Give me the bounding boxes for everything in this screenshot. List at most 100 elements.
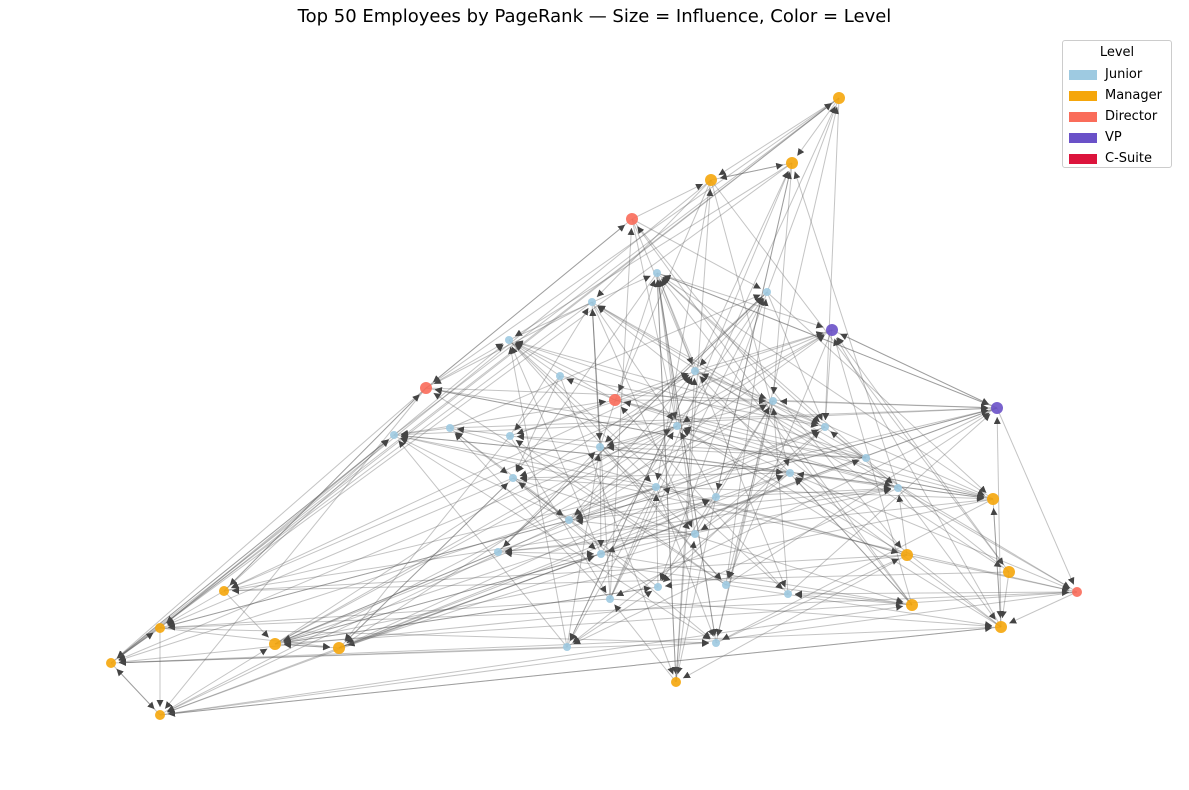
edge-281	[283, 641, 340, 649]
edge-27	[117, 301, 593, 659]
edge-123	[623, 400, 867, 459]
edge-191	[830, 430, 1010, 573]
edge-57	[694, 370, 1071, 589]
edge-4	[165, 179, 712, 624]
edge-72	[606, 400, 774, 447]
edge-164	[568, 334, 825, 521]
node-layer	[106, 92, 1082, 720]
edge-59	[116, 387, 427, 659]
edge-275	[110, 632, 154, 664]
edge-232	[159, 627, 710, 647]
edge-110	[575, 426, 826, 519]
edge-157	[662, 276, 994, 500]
legend-swatch-manager	[1069, 90, 1097, 101]
legend-swatch-c-suite	[1069, 153, 1097, 164]
edge-187	[664, 554, 908, 589]
edge-184	[896, 494, 908, 556]
edge-242	[795, 476, 1002, 628]
edge-289	[999, 571, 1010, 619]
node-manager-44	[333, 642, 345, 654]
edge-194	[652, 493, 660, 588]
edge-66	[514, 343, 616, 401]
edge-153	[515, 341, 994, 500]
edge-198	[725, 584, 993, 629]
edge-254	[167, 647, 340, 714]
node-junior-20	[596, 443, 604, 451]
edge-38	[231, 329, 833, 589]
edge-1	[117, 97, 840, 659]
legend-item-c-suite: C-Suite	[1069, 148, 1165, 169]
edge-146	[897, 487, 997, 621]
edge-200	[515, 439, 727, 586]
node-junior-37	[784, 590, 792, 598]
edge-174	[283, 551, 499, 642]
edge-158	[283, 498, 994, 645]
edge-0	[659, 97, 840, 581]
legend-item-manager: Manager	[1069, 85, 1165, 106]
edge-105	[655, 279, 678, 427]
edge-241	[993, 416, 1002, 628]
node-manager-36	[219, 586, 229, 596]
edge-32	[591, 301, 693, 528]
edge-256	[566, 377, 693, 648]
edge-140	[519, 475, 657, 488]
edge-95	[400, 427, 451, 437]
node-junior-4	[653, 269, 661, 277]
edge-182	[600, 487, 892, 555]
edge-192	[836, 336, 1010, 573]
edge-177	[497, 451, 596, 553]
edge-259	[118, 646, 568, 666]
edge-264	[655, 279, 717, 644]
edge-225	[833, 338, 913, 606]
edge-163	[568, 404, 768, 521]
edge-88	[393, 399, 607, 436]
edge-3	[822, 97, 840, 421]
edge-39	[728, 329, 833, 579]
node-director-3	[626, 213, 638, 225]
edge-118	[434, 387, 867, 459]
node-junior-35	[722, 581, 730, 589]
edge-89	[393, 344, 504, 436]
edge-97	[509, 372, 689, 437]
edge-96	[344, 435, 511, 642]
edge-223	[609, 227, 635, 600]
node-manager-48	[671, 677, 681, 687]
node-manager-33	[1003, 566, 1015, 578]
edge-183	[600, 431, 674, 555]
edge-19	[631, 218, 762, 290]
edge-5	[710, 179, 1004, 566]
legend-item-director: Director	[1069, 106, 1165, 127]
edge-84	[400, 407, 998, 438]
node-manager-1	[705, 174, 717, 186]
edge-210	[1008, 591, 1078, 624]
edge-61	[425, 102, 832, 389]
edge-128	[512, 477, 597, 550]
edge-230	[504, 550, 913, 606]
edge-258	[398, 440, 568, 648]
edge-108	[283, 426, 826, 642]
edge-122	[516, 433, 867, 459]
edge-220	[589, 308, 611, 600]
node-director-38	[1072, 587, 1082, 597]
edge-231	[159, 408, 989, 629]
legend: Level Junior Manager Director VP C-Suite	[1062, 40, 1172, 168]
node-manager-47	[106, 658, 116, 668]
edge-77	[166, 400, 774, 712]
edge-226	[660, 278, 913, 606]
edge-169	[575, 518, 696, 535]
edge-240	[167, 626, 1002, 717]
edge-43	[508, 339, 722, 581]
edge-147	[573, 487, 899, 645]
edge-255	[338, 498, 710, 649]
edge-80	[616, 407, 998, 597]
edge-266	[110, 639, 710, 664]
node-manager-42	[995, 621, 1007, 633]
node-manager-43	[269, 638, 281, 650]
node-manager-32	[901, 549, 913, 561]
legend-title: Level	[1099, 45, 1135, 60]
edge-168	[655, 279, 696, 535]
edge-22	[516, 272, 658, 473]
edge-120	[661, 277, 867, 459]
edge-45	[508, 275, 651, 341]
edge-180	[600, 553, 904, 606]
